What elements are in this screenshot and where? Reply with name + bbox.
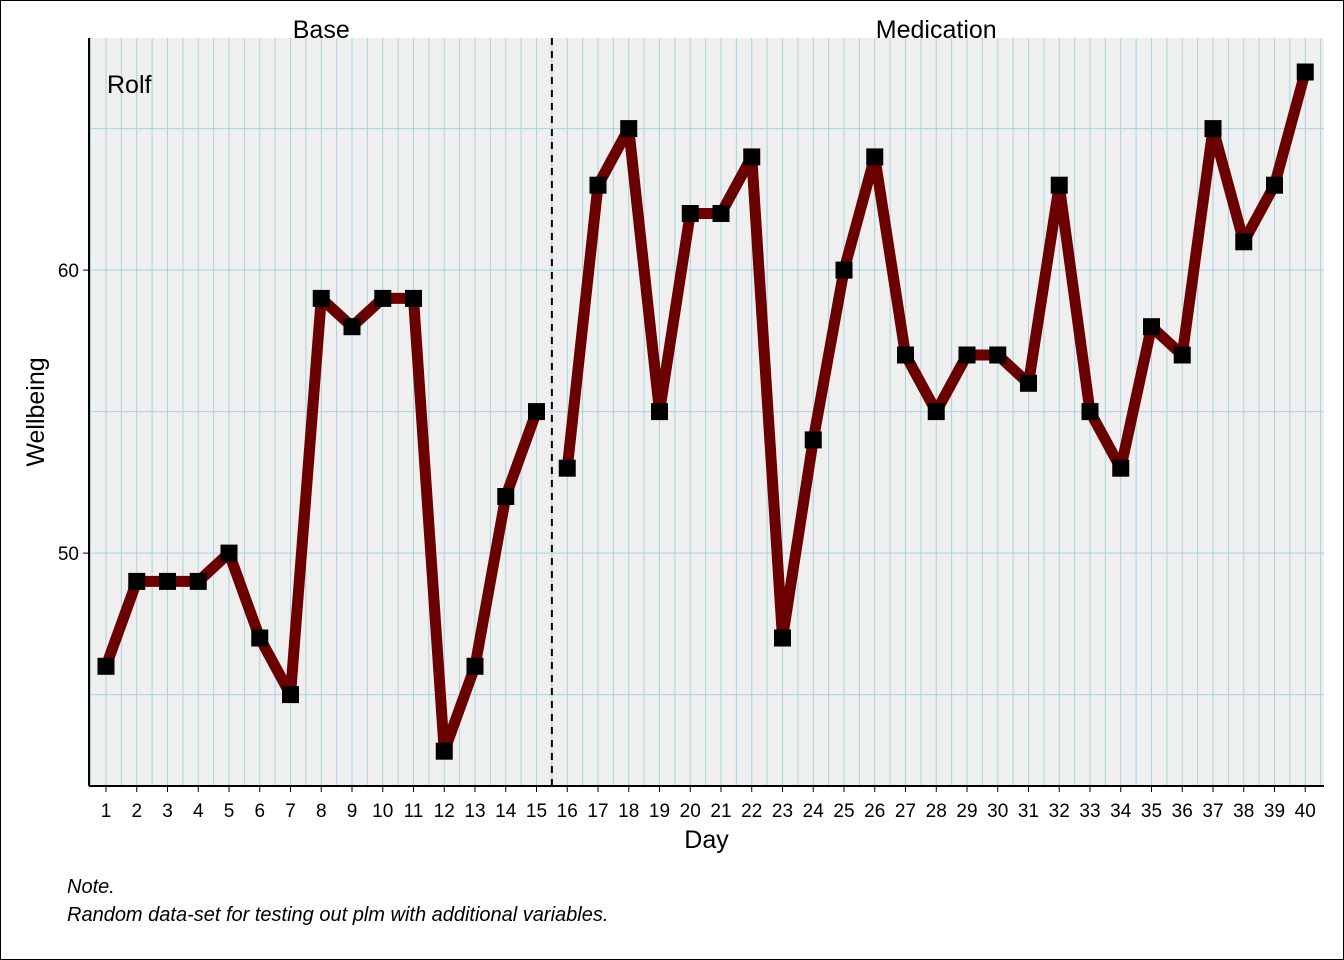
x-tick-label: 40 xyxy=(1295,801,1316,822)
x-tick-label: 3 xyxy=(162,801,173,822)
data-point xyxy=(743,148,761,166)
x-tick-label: 25 xyxy=(833,801,854,822)
data-point xyxy=(681,205,699,222)
x-tick-label: 36 xyxy=(1172,801,1193,822)
data-point xyxy=(589,176,607,194)
x-tick-label: 13 xyxy=(464,801,485,822)
figure-note: Note. Random data-set for testing out pl… xyxy=(67,873,608,929)
data-point xyxy=(497,488,515,505)
x-tick-label: 10 xyxy=(372,801,393,822)
x-tick-label: 17 xyxy=(587,801,608,822)
data-point xyxy=(712,205,730,222)
data-point xyxy=(558,459,576,477)
series-markers xyxy=(97,63,1314,760)
x-tick-label: 6 xyxy=(254,801,265,822)
x-tick-label: 20 xyxy=(680,801,701,822)
data-point xyxy=(1050,176,1068,194)
case-label: Rolf xyxy=(107,71,152,99)
note-text: Random data-set for testing out plm with… xyxy=(67,904,609,926)
x-axis-label: Day xyxy=(684,826,729,854)
data-point xyxy=(159,572,176,590)
x-tick-label: 27 xyxy=(895,801,916,822)
x-tick-label: 37 xyxy=(1202,801,1223,822)
x-tick-label: 9 xyxy=(347,801,358,822)
x-tick-label: 35 xyxy=(1141,801,1162,822)
data-point xyxy=(1081,403,1099,421)
data-point xyxy=(835,261,853,279)
data-point xyxy=(1235,233,1253,251)
x-tick-label: 21 xyxy=(710,801,731,822)
x-tick-label: 1 xyxy=(101,801,112,822)
data-point xyxy=(1173,346,1191,364)
data-point xyxy=(528,403,545,421)
data-point xyxy=(1020,374,1037,392)
x-tick-label: 7 xyxy=(285,801,296,822)
data-point xyxy=(343,318,361,336)
data-point xyxy=(435,742,453,760)
data-point xyxy=(1266,176,1283,194)
data-point xyxy=(374,289,392,307)
x-tick-label: 29 xyxy=(956,801,977,822)
data-point xyxy=(897,346,914,364)
data-point xyxy=(466,657,484,675)
grid-lines xyxy=(89,38,1324,786)
data-point xyxy=(189,572,207,590)
data-point xyxy=(989,346,1007,364)
x-tick-label: 4 xyxy=(193,801,204,822)
data-point xyxy=(620,120,638,138)
data-point xyxy=(804,431,822,449)
axes xyxy=(83,38,1324,792)
data-point xyxy=(1204,120,1222,138)
x-tick-label: 11 xyxy=(404,801,424,822)
y-tick-label: 50 xyxy=(58,544,79,565)
x-tick-label: 38 xyxy=(1233,801,1254,822)
x-tick-label: 5 xyxy=(224,801,235,822)
x-tick-label: 34 xyxy=(1110,801,1132,822)
x-tick-label: 26 xyxy=(864,801,885,822)
data-point xyxy=(1296,63,1314,81)
data-point xyxy=(312,289,330,307)
data-point xyxy=(866,148,884,166)
data-point xyxy=(251,629,269,647)
data-point xyxy=(97,657,115,675)
chart-labels: 1 2 3 4 5 6 7 8 9 10 11 12 13 14 15 16 17 18 19 20 21 22 23 24 2… xyxy=(22,16,1316,854)
data-point xyxy=(774,629,791,647)
x-tick-label: 14 xyxy=(495,801,517,822)
x-tick-label: 24 xyxy=(803,801,825,822)
data-point xyxy=(1112,459,1130,477)
note-title: Note. xyxy=(67,876,115,898)
data-point xyxy=(927,403,945,421)
phase-label: Base xyxy=(293,16,350,44)
x-tick-label: 22 xyxy=(741,801,762,822)
x-tick-label: 18 xyxy=(618,801,639,822)
phase-label: Medication xyxy=(876,16,997,44)
data-point xyxy=(282,686,299,704)
y-tick-label: 60 xyxy=(58,261,79,282)
x-tick-label: 15 xyxy=(526,801,547,822)
x-tick-label: 23 xyxy=(772,801,793,822)
data-point xyxy=(1143,318,1160,336)
x-tick-label: 39 xyxy=(1264,801,1285,822)
data-point xyxy=(220,544,238,562)
data-point xyxy=(128,572,146,590)
x-tick-label: 12 xyxy=(434,801,455,822)
x-tick-label: 32 xyxy=(1049,801,1070,822)
x-tick-label: 28 xyxy=(926,801,947,822)
x-tick-label: 19 xyxy=(649,801,670,822)
data-point xyxy=(405,289,422,307)
x-tick-label: 16 xyxy=(557,801,578,822)
x-tick-label: 30 xyxy=(987,801,1008,822)
x-tick-label: 2 xyxy=(131,801,142,822)
x-tick-label: 33 xyxy=(1079,801,1100,822)
data-point xyxy=(651,403,668,421)
y-axis-label: Wellbeing xyxy=(22,357,50,466)
x-tick-label: 31 xyxy=(1018,801,1039,822)
data-point xyxy=(958,346,976,364)
x-tick-label: 8 xyxy=(316,801,327,822)
